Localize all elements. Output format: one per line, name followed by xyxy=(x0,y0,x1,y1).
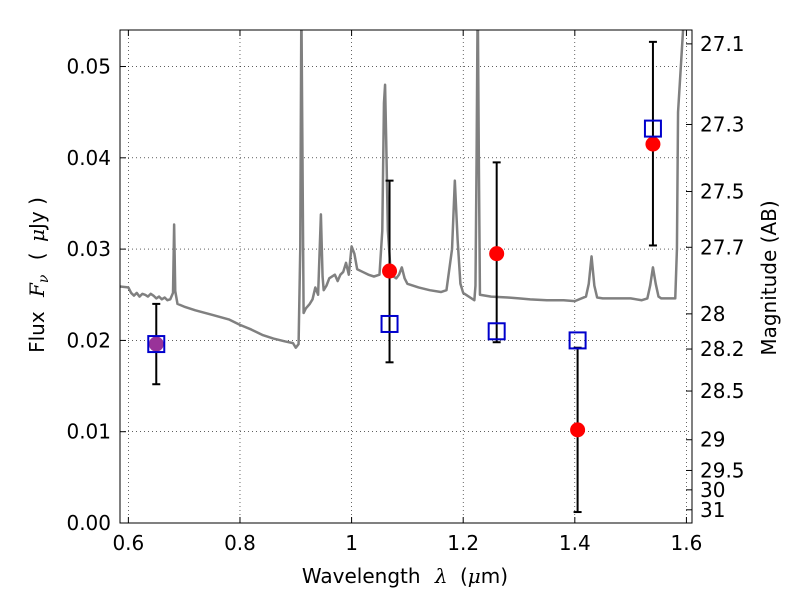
y-axis-label-unit-mu: μ xyxy=(25,229,49,242)
x-axis-label-text: Wavelength xyxy=(302,564,421,588)
model-square xyxy=(643,119,662,138)
x-tick-label: 1.4 xyxy=(559,531,591,555)
y-axis-label: Flux Fν ( μJy ) xyxy=(25,197,53,353)
x-tick-label: 1.6 xyxy=(671,531,703,555)
y2-axis-label: Magnitude (AB) xyxy=(757,200,781,355)
observed-point xyxy=(489,246,505,262)
y-axis-label-unit-rest: Jy ) xyxy=(25,197,49,231)
x-axis-label-unit-rest: m) xyxy=(481,564,508,588)
y2-tick-label: 28.5 xyxy=(700,379,745,403)
model-square xyxy=(568,331,587,350)
x-axis-label-unit-mu: μ xyxy=(468,564,481,588)
y2-tick-label: 27.5 xyxy=(700,180,745,204)
x-tick-label: 0.6 xyxy=(112,531,144,555)
y-tick-label: 0.01 xyxy=(66,420,111,444)
grid xyxy=(120,30,692,523)
x-axis-label-symbol: λ xyxy=(434,564,448,588)
x-tick-label: 0.8 xyxy=(224,531,256,555)
observed-point xyxy=(570,422,586,438)
y2-tick-label: 31 xyxy=(700,498,725,522)
y2-tick-label: 28.2 xyxy=(700,337,745,361)
x-axis-label: Wavelength λ (μm) xyxy=(302,564,508,588)
x-axis-label-unit-open: ( xyxy=(460,564,468,588)
y-tick-label: 0.00 xyxy=(66,511,111,535)
plot-area xyxy=(120,30,685,514)
model-square xyxy=(380,314,399,333)
sed-line xyxy=(120,30,685,349)
y2-tick-label: 27.1 xyxy=(700,32,745,56)
y2-tick-label: 27.3 xyxy=(700,112,745,136)
axis-ticks: 0.6 0.8 1 1.2 1.4 1.6 0.00 0.01 0.02 0.03 0.04 0.05… xyxy=(66,30,745,555)
y-axis-label-text: Flux xyxy=(25,311,49,353)
observed-point xyxy=(382,263,398,279)
observed-point xyxy=(148,336,164,352)
observed-point xyxy=(645,136,661,152)
y2-tick-label: 29 xyxy=(700,428,725,452)
x-tick-label: 1.2 xyxy=(447,531,479,555)
y-tick-label: 0.04 xyxy=(66,146,111,170)
y2-tick-label: 29.5 xyxy=(700,458,745,482)
y2-tick-label: 30 xyxy=(700,478,725,502)
y-axis-label-unit-open: ( xyxy=(25,252,49,260)
y2-tick-label: 27.7 xyxy=(700,235,745,259)
y-tick-label: 0.02 xyxy=(66,328,111,352)
y2-tick-label: 28 xyxy=(700,302,725,326)
model-square xyxy=(487,322,506,341)
y-tick-label: 0.05 xyxy=(66,55,111,79)
x-tick-label: 1 xyxy=(345,531,358,555)
axes-frame xyxy=(119,29,693,524)
y-tick-label: 0.03 xyxy=(66,237,111,261)
model-square xyxy=(147,335,166,354)
y-axis-label-subscript: ν xyxy=(36,274,52,283)
y-axis-label-symbol: F xyxy=(25,282,49,298)
